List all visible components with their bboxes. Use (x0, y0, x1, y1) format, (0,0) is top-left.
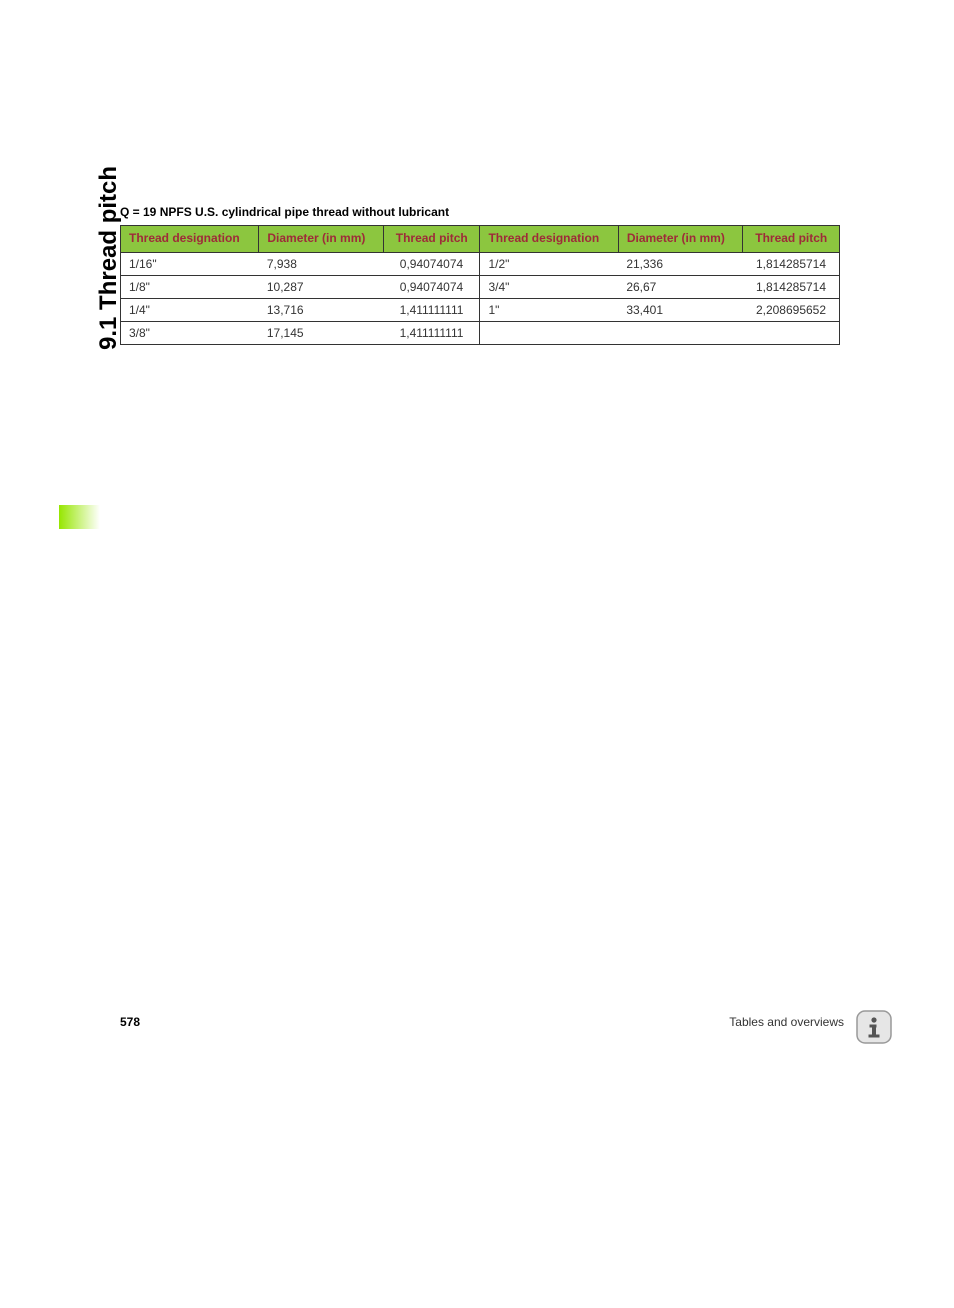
cell-designation: 1/2" (480, 252, 618, 275)
col-head-pitch-right: Thread pitch (743, 226, 840, 253)
cell-pitch: 0,94074074 (384, 275, 480, 298)
cell-pitch: 1,411111111 (384, 321, 480, 344)
table-header-row: Thread designation Diameter (in mm) Thre… (121, 226, 840, 253)
info-icon (856, 1010, 892, 1044)
cell-diameter: 10,287 (259, 275, 384, 298)
cell-pitch: 2,208695652 (743, 298, 840, 321)
cell-designation (480, 321, 618, 344)
cell-diameter: 7,938 (259, 252, 384, 275)
page-number: 578 (120, 1015, 140, 1029)
col-head-designation-left: Thread designation (121, 226, 259, 253)
cell-designation: 1" (480, 298, 618, 321)
content-region: Q = 19 NPFS U.S. cylindrical pipe thread… (120, 205, 840, 345)
cell-diameter: 21,336 (618, 252, 743, 275)
col-head-diameter-left: Diameter (in mm) (259, 226, 384, 253)
cell-diameter: 33,401 (618, 298, 743, 321)
footer-label: Tables and overviews (729, 1015, 844, 1029)
cell-designation: 1/16" (121, 252, 259, 275)
cell-designation: 3/8" (121, 321, 259, 344)
cell-pitch: 1,814285714 (743, 252, 840, 275)
col-head-pitch-left: Thread pitch (384, 226, 480, 253)
side-accent-gradient (59, 505, 100, 529)
cell-diameter (618, 321, 743, 344)
table-row: 1/16" 7,938 0,94074074 1/2" 21,336 1,814… (121, 252, 840, 275)
cell-designation: 1/4" (121, 298, 259, 321)
col-head-designation-right: Thread designation (480, 226, 618, 253)
cell-designation: 1/8" (121, 275, 259, 298)
table-row: 1/8" 10,287 0,94074074 3/4" 26,67 1,8142… (121, 275, 840, 298)
table-row: 3/8" 17,145 1,411111111 (121, 321, 840, 344)
cell-pitch: 1,814285714 (743, 275, 840, 298)
cell-pitch: 0,94074074 (384, 252, 480, 275)
cell-designation: 3/4" (480, 275, 618, 298)
cell-diameter: 26,67 (618, 275, 743, 298)
table-row: 1/4" 13,716 1,411111111 1" 33,401 2,2086… (121, 298, 840, 321)
col-head-diameter-right: Diameter (in mm) (618, 226, 743, 253)
cell-pitch (743, 321, 840, 344)
cell-pitch: 1,411111111 (384, 298, 480, 321)
thread-table: Thread designation Diameter (in mm) Thre… (120, 225, 840, 345)
table-title: Q = 19 NPFS U.S. cylindrical pipe thread… (120, 205, 840, 219)
cell-diameter: 17,145 (259, 321, 384, 344)
cell-diameter: 13,716 (259, 298, 384, 321)
section-title: 9.1 Thread pitch (95, 166, 123, 350)
